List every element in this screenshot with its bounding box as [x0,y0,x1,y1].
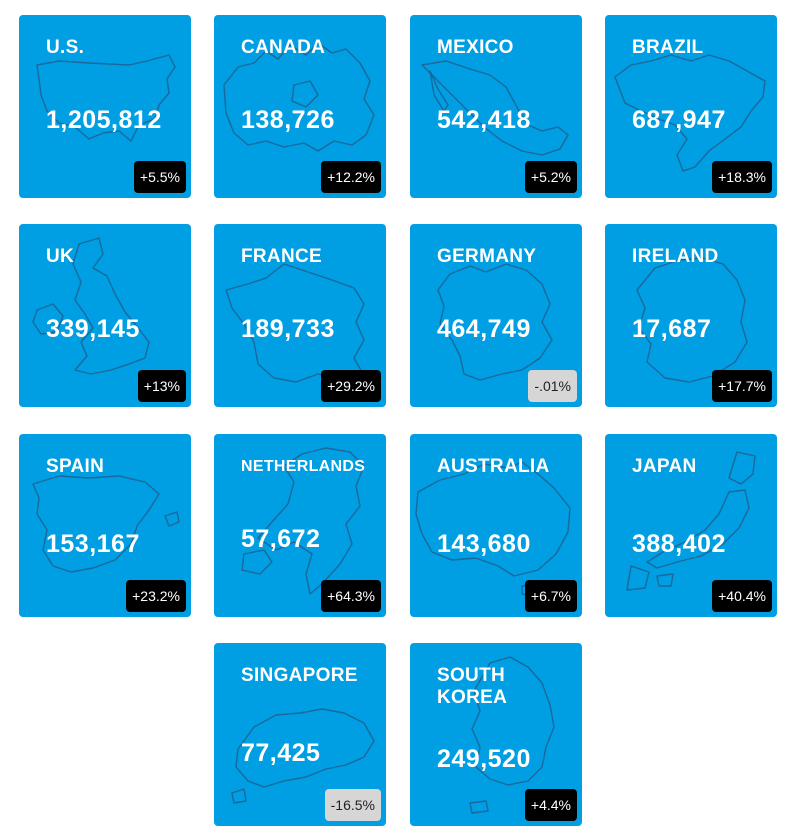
south-korea-map-icon [469,656,555,814]
country-value: 249,520 [437,745,531,773]
change-badge: +29.2% [321,370,381,402]
change-badge: +13% [137,370,186,402]
germany-map-icon [437,263,553,381]
country-tile-netherlands: NETHERLANDS 57,672 +64.3% [214,434,386,617]
country-name: JAPAN [632,456,697,477]
uk-map-icon [32,237,150,375]
country-value: 153,167 [46,530,140,558]
country-name: CANADA [241,37,326,58]
country-name: FRANCE [241,246,322,267]
country-name: UK [46,246,75,267]
change-badge: -16.5% [324,789,381,821]
country-tile-germany: GERMANY 464,749 -.01% [410,224,582,407]
change-badge: +5.5% [133,161,186,193]
netherlands-map-icon [241,447,365,595]
country-value: 388,402 [632,530,726,558]
country-value: 464,749 [437,315,531,343]
spain-map-icon [32,475,180,573]
country-name: SINGAPORE [241,665,358,686]
country-value: 542,418 [437,106,531,134]
country-tile-spain: SPAIN 153,167 +23.2% [19,434,191,617]
singapore-map-icon [231,708,375,804]
country-tile-singapore: SINGAPORE 77,425 -16.5% [214,643,386,826]
country-name: BRAZIL [632,37,704,58]
japan-map-icon [626,451,756,591]
country-value: 1,205,812 [46,106,162,134]
country-name: U.S. [46,37,85,58]
country-tile-japan: JAPAN 388,402 +40.4% [605,434,777,617]
country-value: 143,680 [437,530,531,558]
country-value: 189,733 [241,315,335,343]
country-tile-ireland: IRELAND 17,687 +17.7% [605,224,777,407]
country-name: SOUTH KOREA [437,665,508,708]
country-name: NETHERLANDS [241,458,366,475]
country-tile-us: U.S. 1,205,812 +5.5% [19,15,191,198]
country-tile-south-korea: SOUTH KOREA 249,520 +4.4% [410,643,582,826]
country-tile-mexico: MEXICO 542,418 +5.2% [410,15,582,198]
canada-map-icon [223,42,375,152]
france-map-icon [225,263,365,383]
country-tile-uk: UK 339,145 +13% [19,224,191,407]
country-name: AUSTRALIA [437,456,550,477]
change-badge: +5.2% [524,161,577,193]
change-badge: +64.3% [321,580,381,612]
country-tile-canada: CANADA 138,726 +12.2% [214,15,386,198]
change-badge: +17.7% [712,370,772,402]
country-tile-france: FRANCE 189,733 +29.2% [214,224,386,407]
change-badge: +6.7% [524,580,577,612]
brazil-map-icon [614,54,766,172]
change-badge: +23.2% [126,580,186,612]
country-name: GERMANY [437,246,537,267]
country-name: IRELAND [632,246,719,267]
country-name: SPAIN [46,456,105,477]
change-badge: -.01% [528,370,577,402]
country-value: 17,687 [632,315,712,343]
mexico-map-icon [421,60,569,156]
change-badge: +4.4% [524,789,577,821]
country-name: MEXICO [437,37,514,58]
country-value: 77,425 [241,739,321,767]
country-value: 687,947 [632,106,726,134]
usa-map-icon [36,54,176,142]
change-badge: +12.2% [321,161,381,193]
country-value: 138,726 [241,106,335,134]
change-badge: +40.4% [712,580,772,612]
country-tile-australia: AUSTRALIA 143,680 +6.7% [410,434,582,617]
country-value: 339,145 [46,315,140,343]
ireland-map-icon [636,257,748,383]
change-badge: +18.3% [712,161,772,193]
country-tile-brazil: BRAZIL 687,947 +18.3% [605,15,777,198]
country-value: 57,672 [241,525,321,553]
